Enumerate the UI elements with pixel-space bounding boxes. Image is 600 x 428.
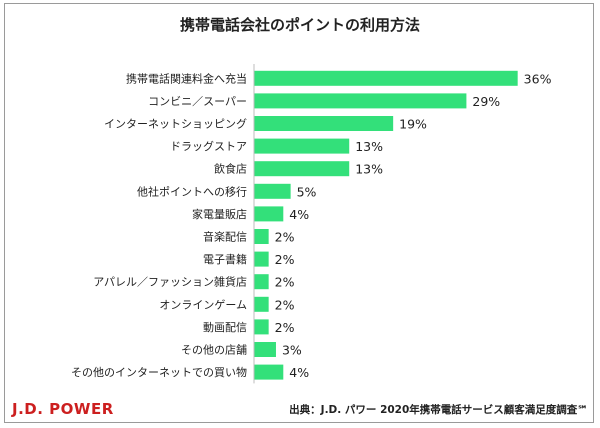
bar: [254, 364, 284, 380]
value-label: 13%: [355, 162, 383, 177]
value-label: 5%: [297, 184, 317, 199]
bar: [254, 161, 350, 177]
value-label: 4%: [289, 365, 309, 380]
value-label: 2%: [275, 252, 295, 267]
bar: [254, 319, 269, 335]
value-label: 4%: [289, 207, 309, 222]
value-label: 36%: [524, 71, 552, 86]
category-label: オンラインゲーム: [159, 298, 247, 311]
category-label: 他社ポイントへの移行: [137, 184, 247, 198]
chart-title: 携帯電話会社のポイントの利用方法: [180, 16, 420, 34]
bar: [254, 93, 467, 109]
bar: [254, 229, 269, 244]
value-label: 13%: [355, 139, 383, 154]
bar: [254, 251, 269, 267]
category-label: 携帯電話関連料金へ充当: [126, 71, 247, 85]
value-label: 19%: [399, 117, 427, 132]
bar: [254, 274, 269, 290]
value-label: 2%: [275, 275, 295, 290]
bar: [254, 206, 284, 222]
category-label: その他の店舗: [181, 343, 247, 357]
category-label: 動画配信: [203, 320, 247, 334]
value-label: 2%: [275, 230, 295, 245]
bar: [254, 183, 291, 199]
bar: [254, 296, 269, 312]
source-note: 出典：J.D. パワー 2020年携帯電話サービス顧客満足度調査℠: [289, 403, 588, 416]
category-label: 電子書籍: [203, 252, 247, 266]
bar: [254, 342, 276, 357]
category-label: 音楽配信: [203, 230, 247, 244]
category-label: アパレル／ファッション雑貨店: [93, 275, 247, 289]
value-label: 3%: [282, 343, 302, 358]
bar: [254, 70, 518, 86]
category-label: 家電量販店: [192, 207, 247, 221]
category-label: インターネットショッピング: [104, 117, 247, 131]
brand-logo-text: J.D. POWER: [11, 400, 114, 418]
category-label: その他のインターネットでの買い物: [71, 365, 247, 379]
value-label: 2%: [275, 297, 295, 312]
value-label: 29%: [472, 94, 500, 109]
category-label: ドラッグストア: [170, 139, 247, 153]
category-label: 飲食店: [214, 162, 247, 176]
bar: [254, 138, 350, 154]
value-label: 2%: [275, 320, 295, 335]
category-label: コンビニ／スーパー: [148, 95, 247, 108]
bar: [254, 116, 394, 131]
